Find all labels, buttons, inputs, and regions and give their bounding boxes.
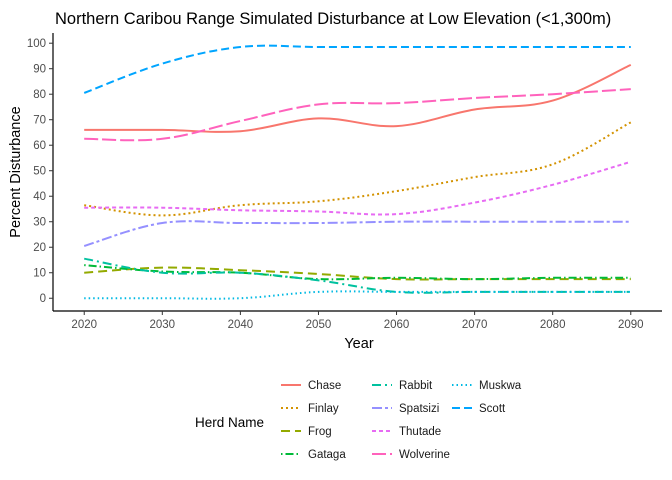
legend-label-spatsizi: Spatsizi xyxy=(399,403,439,415)
x-tick-label: 2090 xyxy=(618,319,644,331)
x-tick-label: 2050 xyxy=(306,319,332,331)
x-axis-title: Year xyxy=(344,336,373,352)
series-line-gataga xyxy=(84,264,631,281)
y-tick-label: 50 xyxy=(33,166,46,178)
legend-label-chase: Chase xyxy=(308,380,341,392)
series-line-finlay xyxy=(84,121,632,217)
series-line-frog xyxy=(84,266,631,281)
x-tick-label: 2030 xyxy=(150,319,176,331)
legend-label-rabbit: Rabbit xyxy=(399,380,433,392)
legend-title: Herd Name xyxy=(195,415,264,430)
chart-title: Northern Caribou Range Simulated Disturb… xyxy=(55,10,611,28)
y-tick-label: 60 xyxy=(33,140,46,152)
y-axis-title: Percent Disturbance xyxy=(8,106,24,237)
series-line-muskwa xyxy=(84,290,631,300)
x-tick-label: 2070 xyxy=(462,319,488,331)
x-tick-label: 2080 xyxy=(540,319,566,331)
y-tick-label: 90 xyxy=(33,64,46,76)
series-line-scott xyxy=(83,44,631,94)
legend-label-muskwa: Muskwa xyxy=(479,380,522,392)
y-tick-label: 0 xyxy=(40,293,46,305)
legend-label-frog: Frog xyxy=(308,426,332,438)
series-line-chase xyxy=(84,63,632,133)
legend-label-finlay: Finlay xyxy=(308,403,339,415)
legend-label-gataga: Gataga xyxy=(308,449,346,461)
series-line-spatsizi xyxy=(83,220,631,247)
series-line-wolverine xyxy=(84,88,631,142)
y-tick-label: 80 xyxy=(33,89,46,101)
legend-label-thutade: Thutade xyxy=(399,426,441,438)
y-tick-label: 100 xyxy=(27,38,46,50)
y-tick-label: 70 xyxy=(33,115,46,127)
y-tick-label: 20 xyxy=(33,242,46,254)
legend-label-scott: Scott xyxy=(479,403,506,415)
series-line-rabbit xyxy=(84,257,631,294)
y-tick-label: 10 xyxy=(33,268,46,280)
legend-label-wolverine: Wolverine xyxy=(399,449,450,461)
x-tick-label: 2040 xyxy=(228,319,254,331)
x-tick-label: 2060 xyxy=(384,319,410,331)
legend: Herd Name Chase Finlay Frog Gataga Rabbit Spa… xyxy=(195,380,522,461)
series-line-thutade xyxy=(84,160,632,216)
x-tick-label: 2020 xyxy=(71,319,97,331)
y-tick-label: 30 xyxy=(33,217,46,229)
y-tick-label: 40 xyxy=(33,191,46,203)
